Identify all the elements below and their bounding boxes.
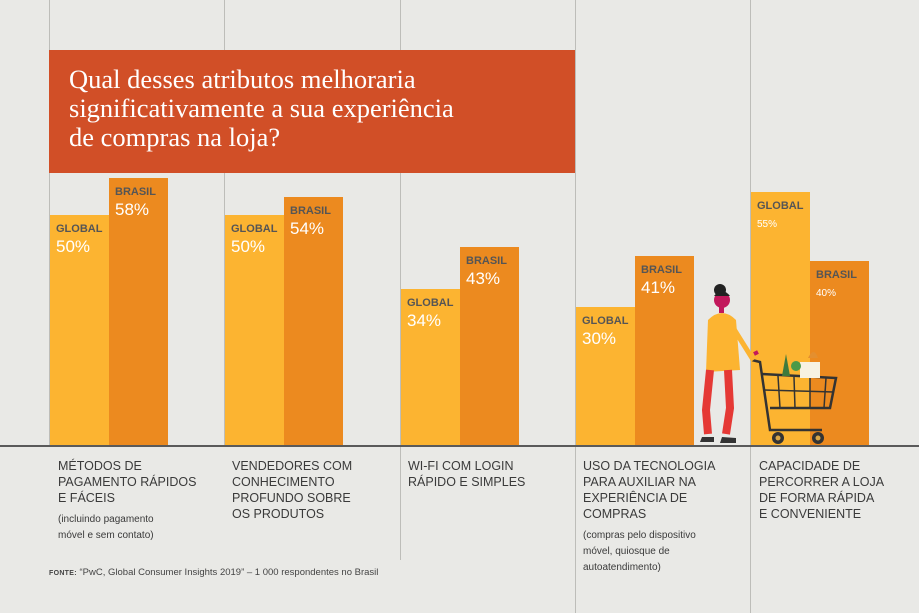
bar-series-label: GLOBAL (56, 223, 103, 235)
global-bar: GLOBAL 55% (751, 192, 810, 445)
bar-series-label: BRASIL (816, 269, 857, 281)
source-text: “PwC, Global Consumer Insights 2019” – 1… (76, 567, 379, 578)
global-bar: GLOBAL 50% (225, 215, 284, 445)
global-bar: GLOBAL 30% (576, 307, 635, 445)
category-label-group: USO DA TECNOLOGIA PARA AUXILIAR NA EXPER… (583, 458, 748, 576)
title-banner: Qual desses atributos melhoraria signifi… (49, 50, 575, 173)
global-bar: GLOBAL 50% (50, 215, 109, 445)
source-prefix: FONTE: (49, 570, 77, 577)
category-label-group: WI-FI COM LOGIN RÁPIDO E SIMPLES (408, 458, 573, 490)
divider-line (575, 0, 576, 613)
shopper-illustration (700, 284, 838, 444)
category-note: (incluindo pagamento móvel e sem contato… (58, 514, 154, 541)
bar-series-label: GLOBAL (757, 200, 804, 212)
chart-title: Qual desses atributos melhoraria signifi… (69, 64, 454, 152)
category-label: WI-FI COM LOGIN RÁPIDO E SIMPLES (408, 459, 526, 489)
shopping-cart-icon (751, 358, 838, 432)
category-label: CAPACIDADE DE PERCORRER A LOJA DE FORMA … (759, 459, 885, 521)
brasil-bar: BRASIL 43% (460, 247, 519, 445)
category-label: USO DA TECNOLOGIA PARA AUXILIAR NA EXPER… (583, 459, 716, 521)
bar-value-label: 55% (757, 219, 778, 230)
bar-value-label: 30% (582, 329, 617, 348)
bar-value-label: 41% (641, 278, 676, 298)
category-label: MÉTODOS DE PAGAMENTO RÁPIDOS E FÁCEIS (58, 459, 197, 505)
brasil-bar: BRASIL 54% (284, 196, 343, 445)
category-note: (compras pelo dispositivo móvel, quiosqu… (583, 530, 696, 573)
divider-line (49, 0, 50, 445)
bar-series-label: GLOBAL (407, 296, 454, 309)
global-bar: GLOBAL 34% (401, 288, 460, 445)
bar-series-label: BRASIL (115, 186, 156, 199)
bar-series-label: GLOBAL (582, 315, 629, 327)
category-label-group: CAPACIDADE DE PERCORRER A LOJA DE FORMA … (759, 458, 919, 522)
bar-value-label: 54% (290, 218, 325, 238)
bar-value-label: 50% (231, 237, 266, 256)
divider-line (750, 0, 751, 613)
bar-series-label: BRASIL (290, 204, 331, 217)
brasil-bar: BRASIL 40% (810, 261, 869, 445)
divider-line (400, 0, 401, 560)
bar-value-label: 43% (466, 269, 501, 289)
bar-value-label: 58% (115, 200, 150, 220)
bar-series-label: GLOBAL (231, 223, 278, 235)
category-label: VENDEDORES COM CONHECIMENTO PROFUNDO SOB… (232, 459, 353, 521)
brasil-bar: BRASIL 58% (109, 178, 168, 445)
bar-series-label: BRASIL (466, 255, 507, 268)
category-label-group: MÉTODOS DE PAGAMENTO RÁPIDOS E FÁCEIS (i… (58, 458, 223, 544)
bar-value-label: 50% (56, 237, 91, 256)
category-label-group: VENDEDORES COM CONHECIMENTO PROFUNDO SOB… (232, 458, 397, 522)
bar-value-label: 40% (816, 288, 837, 299)
divider-line (224, 0, 225, 445)
brasil-bar: BRASIL 41% (635, 256, 694, 445)
bar-value-label: 34% (407, 310, 442, 330)
bar-series-label: BRASIL (641, 264, 682, 277)
source-note: FONTE: “PwC, Global Consumer Insights 20… (49, 567, 378, 578)
x-axis-baseline (0, 445, 919, 447)
